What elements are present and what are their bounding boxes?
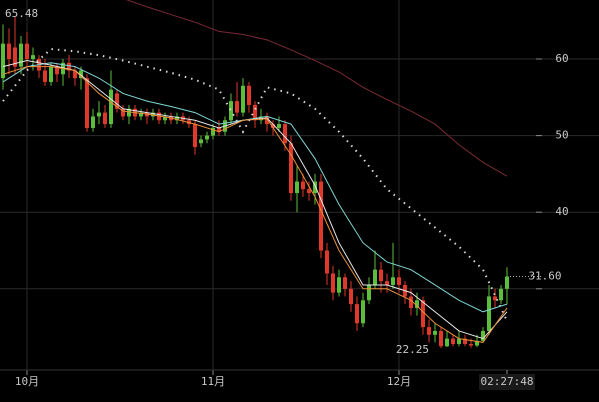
candle-body	[427, 327, 431, 335]
candle-body	[385, 281, 389, 285]
candle-body	[307, 189, 311, 194]
candle-body	[73, 70, 77, 79]
candle-body	[361, 300, 365, 324]
candle-body	[7, 43, 11, 59]
candle-body	[493, 296, 497, 301]
candle-body	[127, 108, 131, 117]
candle-body	[103, 112, 107, 125]
y-tick-label: 40	[555, 205, 568, 218]
candle-body	[505, 276, 509, 289]
candle-body	[13, 47, 17, 67]
candle-body	[475, 340, 479, 346]
candle-body	[211, 127, 215, 136]
candle-body	[487, 296, 491, 331]
line-series	[2, 62, 508, 313]
candle-body	[217, 127, 221, 132]
candle-body	[49, 66, 53, 82]
candle-body	[373, 269, 377, 285]
candle-body	[457, 338, 461, 344]
candle-body	[271, 124, 275, 128]
candle-body	[43, 70, 47, 82]
candle-body	[277, 124, 281, 128]
candle-body	[295, 181, 299, 194]
candle-body	[85, 78, 89, 128]
candle-body	[499, 288, 503, 301]
candle-body	[415, 300, 419, 308]
x-tick-label: 11月	[201, 375, 225, 388]
candle-body	[355, 304, 359, 324]
candle-body	[367, 284, 371, 301]
candle-body	[421, 300, 425, 328]
candle-body	[451, 338, 455, 344]
candle-body	[139, 112, 143, 117]
candle-body	[463, 338, 467, 344]
candle-body	[199, 139, 203, 144]
time-label: 02:27:48	[481, 375, 534, 388]
line-series	[2, 66, 508, 343]
candle-body	[265, 116, 269, 125]
line-series	[2, 47, 508, 322]
x-tick-label: 10月	[15, 375, 39, 388]
candle-body	[229, 101, 233, 121]
last-price-label: 31.60	[528, 270, 561, 283]
candle-body	[109, 89, 113, 125]
candle-body	[205, 135, 209, 140]
candle-body	[433, 330, 437, 335]
candle-body	[319, 181, 323, 251]
candle-body	[445, 338, 449, 347]
candle-body	[193, 124, 197, 148]
axes: 40 50 60 10月 11月 12月 65.48 22.25 31.60 02:27:48	[0, 7, 599, 390]
plot-area	[1, 0, 509, 349]
candle-body	[115, 93, 119, 109]
candle-body	[235, 101, 239, 113]
candle-body	[91, 116, 95, 128]
candle-body	[25, 43, 29, 59]
candle-body	[343, 277, 347, 289]
candle-body	[337, 277, 341, 293]
candle-body	[121, 108, 125, 117]
candle-body	[391, 277, 395, 285]
candle-body	[325, 250, 329, 274]
candle-body	[247, 85, 251, 105]
y-tick-label: 50	[555, 129, 568, 142]
candle-body	[79, 70, 83, 79]
candle-body	[409, 296, 413, 308]
candle-body	[349, 288, 353, 305]
low-label: 22.25	[396, 343, 429, 356]
candle-body	[151, 112, 155, 117]
candle-body	[163, 116, 167, 121]
candle-body	[439, 330, 443, 347]
time-label-box	[479, 374, 535, 390]
candle-body	[67, 62, 71, 71]
candle-body	[19, 43, 23, 67]
grid	[0, 0, 599, 370]
candle-body	[397, 277, 401, 285]
high-label: 65.48	[5, 7, 38, 20]
candle-body	[253, 104, 257, 121]
y-tick-label: 60	[555, 52, 568, 65]
candle-body	[31, 55, 35, 59]
candle-body	[379, 269, 383, 282]
candle-body	[289, 143, 293, 194]
candle-body	[481, 330, 485, 341]
candle-body	[241, 85, 245, 113]
candle-body	[1, 43, 5, 79]
candle-body	[55, 66, 59, 75]
candle-body	[301, 181, 305, 190]
candle-body	[175, 116, 179, 121]
candle-body	[313, 181, 317, 194]
x-tick-label: 12月	[387, 375, 411, 388]
candle-body	[331, 273, 335, 293]
line-series	[125, 0, 508, 177]
candle-body	[283, 124, 287, 144]
candle-body	[469, 343, 473, 346]
candle-body	[97, 112, 101, 117]
